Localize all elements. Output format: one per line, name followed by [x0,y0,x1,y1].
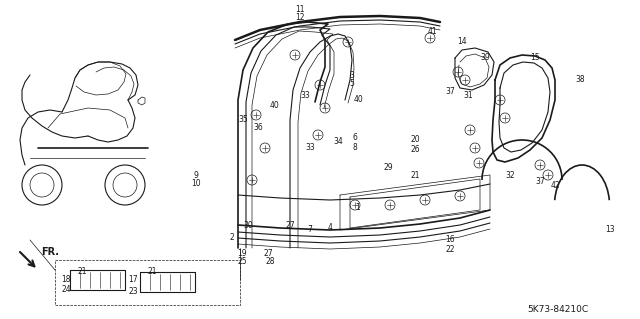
Text: 4: 4 [328,224,332,233]
Text: 6: 6 [353,133,357,143]
Text: 30: 30 [243,220,253,229]
Text: 21: 21 [147,268,157,277]
Text: 10: 10 [191,179,201,188]
Text: 12: 12 [295,13,305,23]
Text: 36: 36 [253,123,263,132]
Text: 19: 19 [237,249,247,257]
Text: 32: 32 [505,170,515,180]
Text: 2: 2 [230,234,234,242]
Text: 1: 1 [356,204,360,212]
Text: 14: 14 [457,38,467,47]
Text: 28: 28 [265,256,275,265]
Text: 20: 20 [410,136,420,145]
Text: 33: 33 [305,144,315,152]
Bar [55,260,240,305]
Text: 24: 24 [61,286,71,294]
Text: 25: 25 [237,256,247,265]
Text: 7: 7 [308,226,312,234]
Text: 31: 31 [463,91,473,100]
Text: 37: 37 [445,87,455,97]
Text: 16: 16 [445,235,455,244]
Text: 26: 26 [410,145,420,154]
Text: FR.: FR. [41,247,59,257]
Text: 40: 40 [270,100,280,109]
Text: 37: 37 [535,177,545,187]
Text: 38: 38 [575,76,585,85]
Text: 8: 8 [353,144,357,152]
Text: 23: 23 [128,287,138,296]
Text: 34: 34 [333,137,343,146]
Text: 22: 22 [445,246,455,255]
Text: 3: 3 [349,70,355,79]
Text: 5: 5 [349,78,355,87]
Text: 17: 17 [128,276,138,285]
Text: 13: 13 [605,226,615,234]
Text: 29: 29 [383,164,393,173]
Text: 42: 42 [550,181,560,189]
Text: 39: 39 [480,54,490,63]
Text: 40: 40 [353,95,363,105]
Text: 33: 33 [300,91,310,100]
Text: 15: 15 [530,54,540,63]
Text: 35: 35 [238,115,248,124]
Text: 21: 21 [410,170,420,180]
Text: 18: 18 [61,276,71,285]
Text: 21: 21 [77,268,87,277]
Text: 41: 41 [427,27,437,36]
Text: 11: 11 [295,5,305,14]
Text: 27: 27 [263,249,273,257]
Text: 5K73-84210C: 5K73-84210C [527,306,589,315]
Text: 27: 27 [285,220,295,229]
Text: 9: 9 [193,170,198,180]
